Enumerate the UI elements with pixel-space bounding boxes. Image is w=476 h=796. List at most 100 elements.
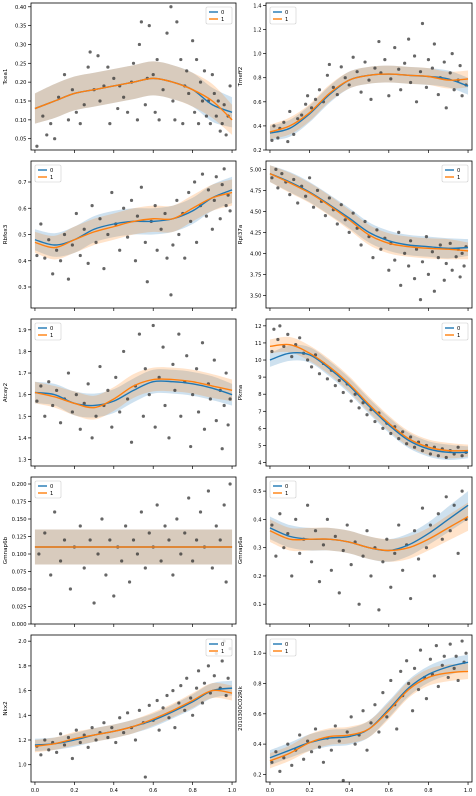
confidence-band-series-1 xyxy=(269,663,469,769)
scatter-point xyxy=(393,551,397,555)
panel-3: 0.3 0.4 0.5 0.6 0.7 Rbfox3 01 xyxy=(3,160,237,311)
scatter-point xyxy=(436,92,440,97)
scatter-point xyxy=(317,745,322,749)
scatter-point xyxy=(214,175,218,179)
scatter-point xyxy=(397,67,401,71)
scatter-point xyxy=(337,378,341,383)
scatter-point xyxy=(118,410,122,414)
confidence-band-series-0 xyxy=(34,61,233,128)
plot-area xyxy=(34,482,233,605)
scatter-point xyxy=(270,523,274,527)
scatter-point xyxy=(387,268,391,272)
panel-9: 1.0 1.2 1.4 1.6 1.8 2.0 0.0 0.2 0.4 0.6 0.8 1.0 Nkx2… xyxy=(3,634,237,794)
scatter-point xyxy=(438,243,442,247)
panel-5: 1.3 1.4 1.5 1.6 1.7 1.8 1.9 Atcay2 01 xyxy=(3,318,237,469)
confidence-band-series-0 xyxy=(269,344,469,461)
scatter-point xyxy=(135,214,140,218)
scatter-point xyxy=(106,65,110,69)
scatter-point xyxy=(78,524,82,528)
scatter-point xyxy=(202,681,207,685)
scatter-point xyxy=(375,228,379,232)
scatter-point xyxy=(167,716,171,720)
scatter-point xyxy=(173,118,177,122)
scatter-point xyxy=(448,241,452,245)
legend: 01 xyxy=(34,164,62,183)
scatter-point xyxy=(135,552,140,556)
scatter-point xyxy=(389,678,393,683)
scatter-point xyxy=(122,730,126,735)
scatter-point xyxy=(454,255,458,259)
scatter-point xyxy=(53,510,57,514)
x-tick-label: 0.4 xyxy=(345,788,354,794)
scatter-point xyxy=(177,232,181,237)
scatter-point xyxy=(43,414,47,418)
scatter-point xyxy=(412,277,417,281)
scatter-point xyxy=(412,529,417,533)
scatter-point xyxy=(307,176,312,180)
legend: 01 xyxy=(269,638,297,657)
scatter-point xyxy=(165,31,169,35)
scatter-point xyxy=(228,397,232,401)
scatter-point xyxy=(296,201,300,205)
y-tick-label: 0.050 xyxy=(12,587,27,593)
scatter-point xyxy=(343,76,347,80)
scatter-point xyxy=(333,534,337,538)
y-tick-label: 0.2 xyxy=(253,772,261,778)
confidence-band-series-1 xyxy=(34,61,233,135)
scatter-point xyxy=(143,240,147,244)
scatter-point xyxy=(161,706,165,710)
y-tick-label: 9 xyxy=(258,375,261,381)
scatter-point xyxy=(37,552,41,556)
scatter-point xyxy=(62,538,67,542)
scatter-point xyxy=(157,375,161,379)
scatter-point xyxy=(189,444,193,449)
scatter-point xyxy=(460,639,464,643)
scatter-point xyxy=(345,523,349,527)
scatter-point xyxy=(137,708,142,712)
scatter-point xyxy=(418,298,423,302)
confidence-band-series-1 xyxy=(269,336,469,459)
y-tick-label: 0.30 xyxy=(15,42,27,48)
scatter-point xyxy=(270,349,274,354)
y-tick-label: 0.1 xyxy=(253,602,261,608)
scatter-point xyxy=(35,399,39,403)
scatter-point xyxy=(171,243,175,247)
scatter-point xyxy=(337,739,341,743)
y-axis-label: Gmnap6a xyxy=(238,537,244,564)
scatter-point xyxy=(125,110,130,114)
scatter-point xyxy=(420,21,425,26)
scatter-point xyxy=(426,272,431,276)
scatter-point xyxy=(274,554,278,558)
scatter-point xyxy=(43,531,47,535)
y-tick-label: 0.7 xyxy=(18,180,26,186)
scatter-point xyxy=(129,440,134,444)
scatter-point xyxy=(286,531,290,536)
legend-label-0: 0 xyxy=(285,642,288,648)
scatter-point xyxy=(371,256,375,260)
scatter-point xyxy=(58,732,63,736)
scatter-point xyxy=(43,256,47,260)
scatter-point xyxy=(82,733,86,737)
x-tick-label: 1.0 xyxy=(228,788,236,794)
scatter-point xyxy=(292,177,296,182)
scatter-point xyxy=(39,222,43,226)
scatter-point xyxy=(407,264,411,268)
scatter-point xyxy=(200,701,205,705)
scatter-point xyxy=(442,278,446,282)
scatter-point xyxy=(228,482,232,486)
legend-label-0: 0 xyxy=(285,10,288,16)
scatter-point xyxy=(424,85,429,89)
scatter-point xyxy=(224,371,228,375)
y-tick-label: 12 xyxy=(255,324,262,330)
scatter-point xyxy=(86,261,90,265)
scatter-point xyxy=(424,235,429,239)
y-tick-label: 1.2 xyxy=(253,28,261,34)
trend-line-series-0 xyxy=(269,172,469,250)
scatter-point xyxy=(304,102,308,106)
scatter-point xyxy=(185,354,189,358)
scatter-point xyxy=(432,289,436,293)
scatter-point xyxy=(222,167,226,171)
scatter-point xyxy=(343,218,347,222)
y-tick-label: 1.4 xyxy=(18,713,27,719)
